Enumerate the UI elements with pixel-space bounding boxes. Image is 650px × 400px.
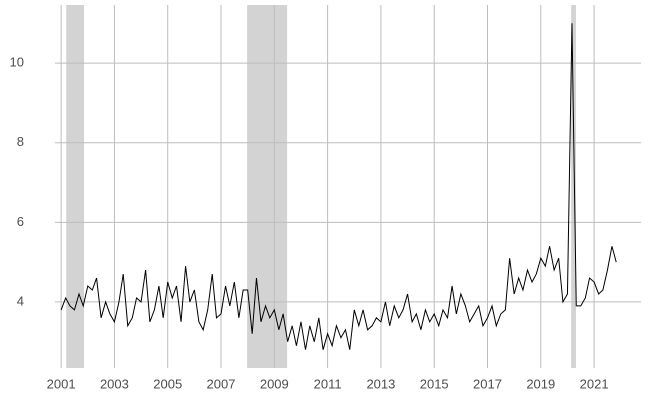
x-tick-label: 2005 [153,376,182,391]
x-tick-label: 2015 [420,376,449,391]
x-tick-label: 2009 [260,376,289,391]
x-tick-label: 2011 [314,376,342,391]
x-tick-label: 2013 [366,376,395,391]
y-tick-label: 6 [17,214,24,229]
shaded-region [66,5,85,368]
shaded-region [247,5,288,368]
shaded-region [571,5,576,368]
x-tick-label: 2017 [473,376,502,391]
x-tick-label: 2003 [100,376,129,391]
data-line [60,23,617,350]
x-tick-label: 2019 [526,376,555,391]
y-tick-label: 8 [17,134,24,149]
x-tick-label: 2021 [580,376,609,391]
x-tick-label: 2001 [47,376,76,391]
x-tick-label: 2007 [207,376,236,391]
y-tick-label: 4 [17,293,24,308]
y-tick-label: 10 [10,55,24,70]
